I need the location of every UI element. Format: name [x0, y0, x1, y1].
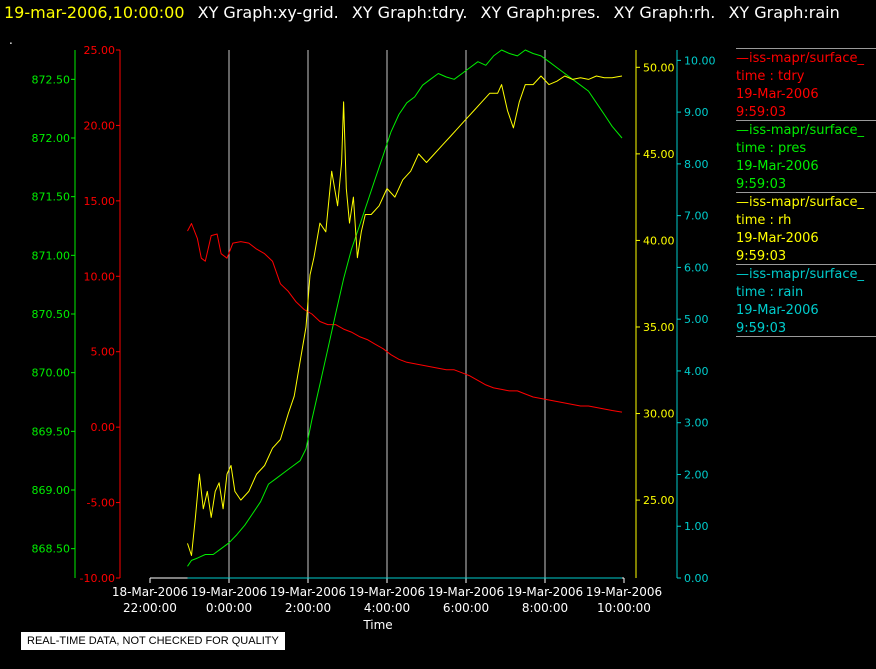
legend-time: 9:59:03: [736, 177, 787, 192]
legend-variable: time : rain: [736, 285, 804, 300]
pres-tick-label: 868.50: [32, 543, 71, 556]
pres-tick-label: 869.00: [32, 484, 71, 497]
rh-tick-label: 35.00: [643, 321, 675, 334]
tdry-tick-label: -10.00: [80, 572, 115, 585]
legend-time: 9:59:03: [736, 105, 787, 120]
x-tick-date: 19-Mar-2006: [586, 585, 662, 599]
tdry-tick-label: 5.00: [91, 346, 116, 359]
legend-entry-tdry[interactable]: —iss-mapr/surface_ time : tdry 19-Mar-20…: [736, 48, 876, 120]
legend-separator: [736, 120, 876, 121]
quality-notice: REAL-TIME DATA, NOT CHECKED FOR QUALITY: [21, 632, 285, 650]
legend-time: 9:59:03: [736, 249, 787, 264]
x-tick-date: 19-Mar-2006: [191, 585, 267, 599]
tdry-series-line: [187, 223, 623, 413]
x-tick-time: 0:00:00: [206, 601, 252, 615]
legend-series-name: —iss-mapr/surface_: [736, 51, 865, 66]
x-tick-date: 19-Mar-2006: [507, 585, 583, 599]
rain-tick-label: 4.00: [684, 365, 709, 378]
rain-tick-label: 7.00: [684, 210, 709, 223]
rain-tick-label: 6.00: [684, 261, 709, 274]
legend-time: 9:59:03: [736, 321, 787, 336]
series-lines: [187, 49, 623, 579]
rain-tick-label: 3.00: [684, 417, 709, 430]
axes: [71, 49, 681, 583]
xy-graph: 18-Mar-2006 22:00:00 19-Mar-2006 0:00:00 19-…: [32, 44, 716, 632]
legend-separator: [736, 264, 876, 265]
x-tick-time: 8:00:00: [522, 601, 568, 615]
header-dot: .: [9, 33, 13, 47]
x-tick-time: 22:00:00: [123, 601, 177, 615]
rh-tick-label: 40.00: [643, 234, 675, 247]
rain-tick-label: 0.00: [684, 572, 709, 585]
pres-tick-label: 870.50: [32, 308, 71, 321]
timestamp: 19-mar-2006,10:00:00: [4, 3, 185, 22]
legend-separator: [736, 192, 876, 193]
legend-date: 19-Mar-2006: [736, 87, 819, 102]
pres-tick-label: 871.50: [32, 191, 71, 204]
pres-tick-label: 872.50: [32, 73, 71, 86]
rh-tick-label: 30.00: [643, 408, 675, 421]
x-tick-time: 2:00:00: [285, 601, 331, 615]
legend-entry-rh[interactable]: —iss-mapr/surface_ time : rh 19-Mar-2006…: [736, 192, 876, 264]
legend-entry-pres[interactable]: —iss-mapr/surface_ time : pres 19-Mar-20…: [736, 120, 876, 192]
x-tick-time: 6:00:00: [443, 601, 489, 615]
grid-lines: [228, 50, 546, 578]
legend-date: 19-Mar-2006: [736, 231, 819, 246]
legend-variable: time : rh: [736, 213, 792, 228]
x-tick-time: 10:00:00: [597, 601, 651, 615]
legend: —iss-mapr/surface_ time : tdry 19-Mar-20…: [736, 48, 876, 337]
legend-series-name: —iss-mapr/surface_: [736, 123, 865, 138]
legend-date: 19-Mar-2006: [736, 159, 819, 174]
rain-tick-label: 8.00: [684, 158, 709, 171]
tdry-tick-label: 0.00: [91, 421, 116, 434]
x-tick-date: 19-Mar-2006: [428, 585, 504, 599]
x-axis-label: Time: [362, 618, 392, 632]
pres-tick-label: 871.00: [32, 249, 71, 262]
x-tick-date: 19-Mar-2006: [270, 585, 346, 599]
rain-tick-label: 5.00: [684, 313, 709, 326]
rh-tick-label: 50.00: [643, 61, 675, 74]
rain-tick-label: 10.00: [684, 54, 716, 67]
x-tick-date: 18-Mar-2006: [112, 585, 188, 599]
graph-label-xy-grid: XY Graph:xy-grid.: [197, 3, 339, 22]
legend-separator: [736, 336, 876, 337]
graph-label-pres: XY Graph:pres.: [480, 3, 601, 22]
tdry-tick-label: 20.00: [84, 119, 116, 132]
legend-separator: [736, 48, 876, 49]
rh-tick-label: 45.00: [643, 148, 675, 161]
legend-series-name: —iss-mapr/surface_: [736, 267, 865, 282]
pres-tick-label: 870.00: [32, 367, 71, 380]
graph-label-tdry: XY Graph:tdry.: [351, 3, 468, 22]
graph-label-rh: XY Graph:rh.: [613, 3, 716, 22]
legend-variable: time : pres: [736, 141, 807, 156]
tick-labels: 18-Mar-2006 22:00:00 19-Mar-2006 0:00:00 19-…: [32, 44, 716, 615]
tdry-tick-label: 15.00: [84, 195, 116, 208]
pres-series-line: [187, 49, 623, 567]
legend-entry-rain[interactable]: —iss-mapr/surface_ time : rain 19-Mar-20…: [736, 264, 876, 337]
graph-label-rain: XY Graph:rain: [728, 3, 840, 22]
pres-tick-label: 869.50: [32, 425, 71, 438]
tdry-tick-label: 10.00: [84, 270, 116, 283]
rain-tick-label: 2.00: [684, 468, 709, 481]
legend-series-name: —iss-mapr/surface_: [736, 195, 865, 210]
tdry-tick-label: -5.00: [87, 497, 115, 510]
pres-tick-label: 872.00: [32, 132, 71, 145]
legend-variable: time : tdry: [736, 69, 805, 84]
rain-tick-label: 9.00: [684, 106, 709, 119]
legend-date: 19-Mar-2006: [736, 303, 819, 318]
rh-tick-label: 25.00: [643, 494, 675, 507]
x-tick-date: 19-Mar-2006: [349, 585, 425, 599]
x-tick-time: 4:00:00: [364, 601, 410, 615]
tdry-tick-label: 25.00: [84, 44, 116, 57]
rh-series-line: [187, 75, 623, 556]
header: 19-mar-2006,10:00:00 XY Graph:xy-grid. X…: [4, 3, 840, 22]
rain-tick-label: 1.00: [684, 520, 709, 533]
